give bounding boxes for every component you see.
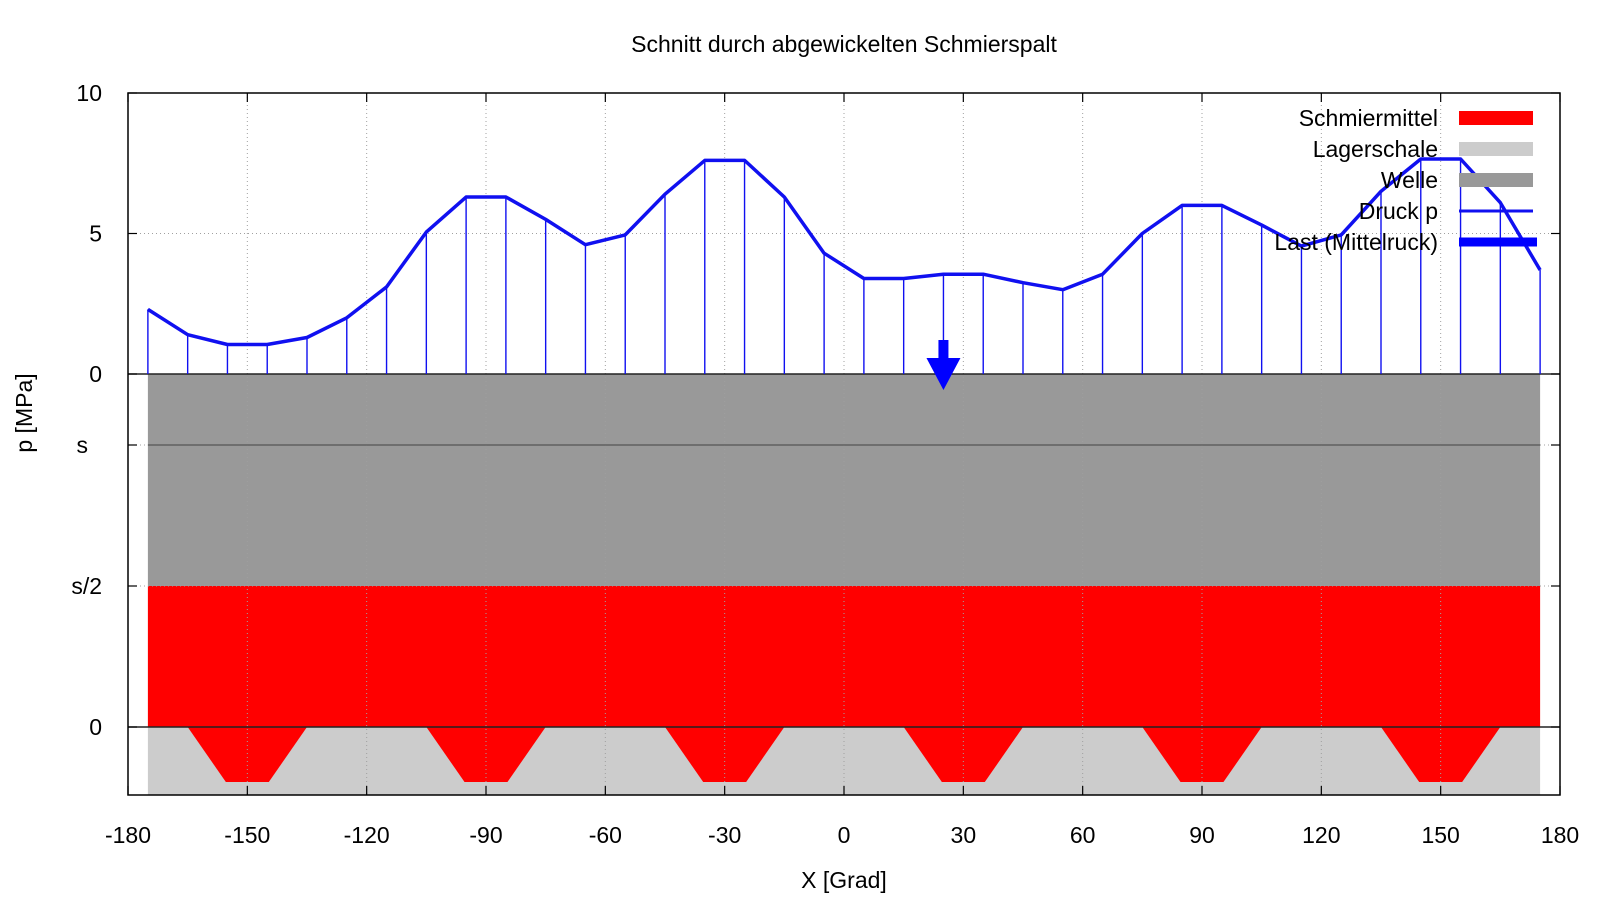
y-axis-label: p [MPa]	[11, 373, 37, 452]
x-tick-label: 120	[1302, 822, 1340, 848]
x-tick-label: -120	[344, 822, 390, 848]
legend-swatch-lagerschale	[1459, 142, 1533, 156]
legend-swatch-schmiermittel	[1459, 111, 1533, 125]
x-tick-label: 90	[1189, 822, 1215, 848]
y-gap-tick-label: s	[77, 432, 89, 458]
x-tick-label: -30	[708, 822, 741, 848]
y-tick-label: 10	[76, 80, 102, 106]
schmiertasche-3	[665, 727, 785, 782]
schmiertasche-2	[426, 727, 546, 782]
last-arrow-shaft	[938, 340, 949, 360]
legend-swatch-welle	[1459, 173, 1533, 187]
schmiertasche-5	[1142, 727, 1262, 782]
x-tick-label: 150	[1421, 822, 1459, 848]
y-gap-tick-label: 0	[89, 714, 102, 740]
x-tick-label: 0	[838, 822, 851, 848]
x-tick-label: 60	[1070, 822, 1096, 848]
y-gap-tick-label: s/2	[71, 573, 102, 599]
x-axis-label: X [Grad]	[801, 867, 887, 893]
y-tick-label: 5	[89, 221, 102, 247]
schmiertasche-6	[1381, 727, 1501, 782]
schmiertasche-4	[903, 727, 1023, 782]
legend-label-schmiermittel: Schmiermittel	[1299, 105, 1438, 131]
legend-label-lagerschale: Lagerschale	[1313, 136, 1438, 162]
x-tick-label: -150	[224, 822, 270, 848]
druck-series-line	[146, 157, 1542, 347]
schmiertasche-1	[187, 727, 307, 782]
x-tick-label: 30	[951, 822, 977, 848]
y-tick-label: 0	[89, 361, 102, 387]
legend-label-welle: Welle	[1381, 167, 1438, 193]
last-arrow-head	[926, 358, 961, 390]
x-tick-label: -90	[469, 822, 502, 848]
legend-label-druck: Druck p	[1359, 198, 1438, 224]
x-tick-label: -180	[105, 822, 151, 848]
legend-label-last: Last (Mittelruck)	[1274, 229, 1438, 255]
x-tick-label: -60	[589, 822, 622, 848]
chart-title: Schnitt durch abgewickelten Schmierspalt	[631, 31, 1057, 57]
x-tick-label: 180	[1541, 822, 1579, 848]
